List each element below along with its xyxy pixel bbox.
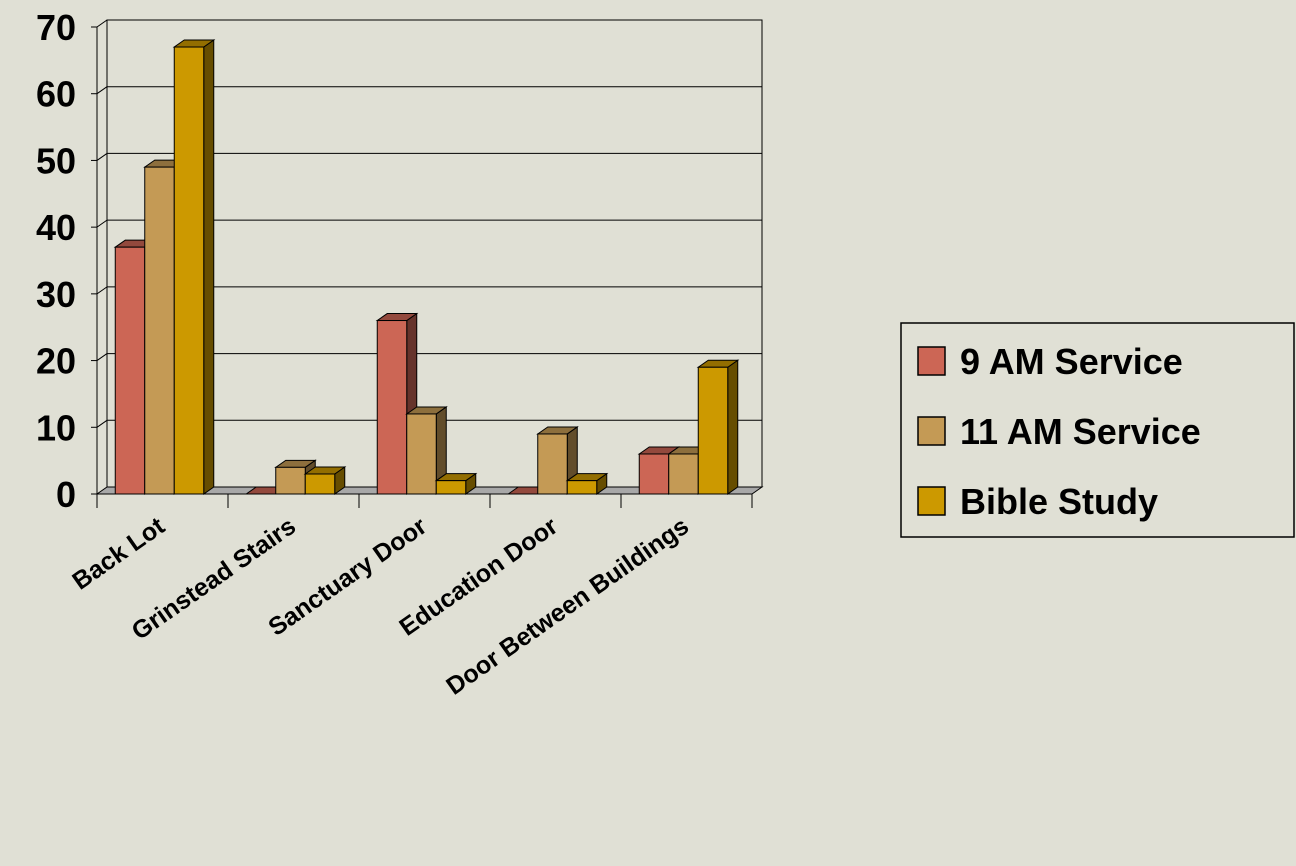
bar-front-face (697, 366, 729, 495)
bar-side-face (727, 359, 739, 495)
legend-swatch (917, 346, 946, 376)
legend-label: 11 AM Service (960, 411, 1201, 452)
side-gridline (96, 353, 108, 361)
legend-swatch (917, 486, 946, 516)
x-tick-label: Back Lot (67, 512, 170, 596)
bar (405, 405, 448, 495)
legend-swatch (917, 416, 946, 446)
y-tick-label: 50 (36, 140, 76, 181)
y-tick-label: 10 (36, 407, 76, 448)
x-tick-label: Door Between Buildings (441, 512, 694, 701)
bar-front-face (114, 246, 146, 495)
legend-label: 9 AM Service (960, 341, 1183, 382)
y-tick-label: 30 (36, 274, 76, 315)
bar (375, 312, 419, 495)
side-gridline (96, 86, 108, 95)
bar-front-face (435, 480, 467, 495)
side-gridline (96, 153, 108, 161)
bar-front-face (376, 320, 408, 495)
legend: 9 AM Service 11 AM Service Bible Study (900, 322, 1295, 538)
y-tick-label: 40 (36, 207, 76, 248)
legend-label: Bible Study (960, 481, 1158, 522)
bar-front-face (173, 46, 205, 495)
y-tick-label: 60 (36, 74, 76, 115)
bar-front-face (566, 480, 598, 495)
side-wall-top-edge (96, 19, 108, 28)
y-tick-label: 0 (56, 474, 76, 515)
bar-front-face (144, 166, 175, 495)
bar-front-face (406, 413, 437, 495)
legend-box (900, 322, 1295, 538)
bar-front-face (304, 473, 336, 495)
bar (696, 359, 740, 495)
bar-front-face (275, 466, 306, 495)
side-gridline (96, 219, 108, 228)
side-gridline (96, 286, 108, 295)
bar (565, 472, 609, 495)
bar-front-face (638, 453, 670, 495)
bar-front-face (537, 433, 568, 495)
y-tick-label: 20 (36, 341, 76, 382)
bar (172, 39, 216, 495)
bar (434, 472, 478, 495)
side-gridline (96, 419, 108, 428)
bars (113, 39, 740, 495)
y-tick-label: 70 (36, 7, 76, 48)
bar-front-face (668, 453, 699, 495)
bar (303, 466, 347, 495)
y-tick-labels: 0 10 20 30 40 50 60 70 (36, 7, 76, 515)
bar-side-face (203, 39, 215, 495)
